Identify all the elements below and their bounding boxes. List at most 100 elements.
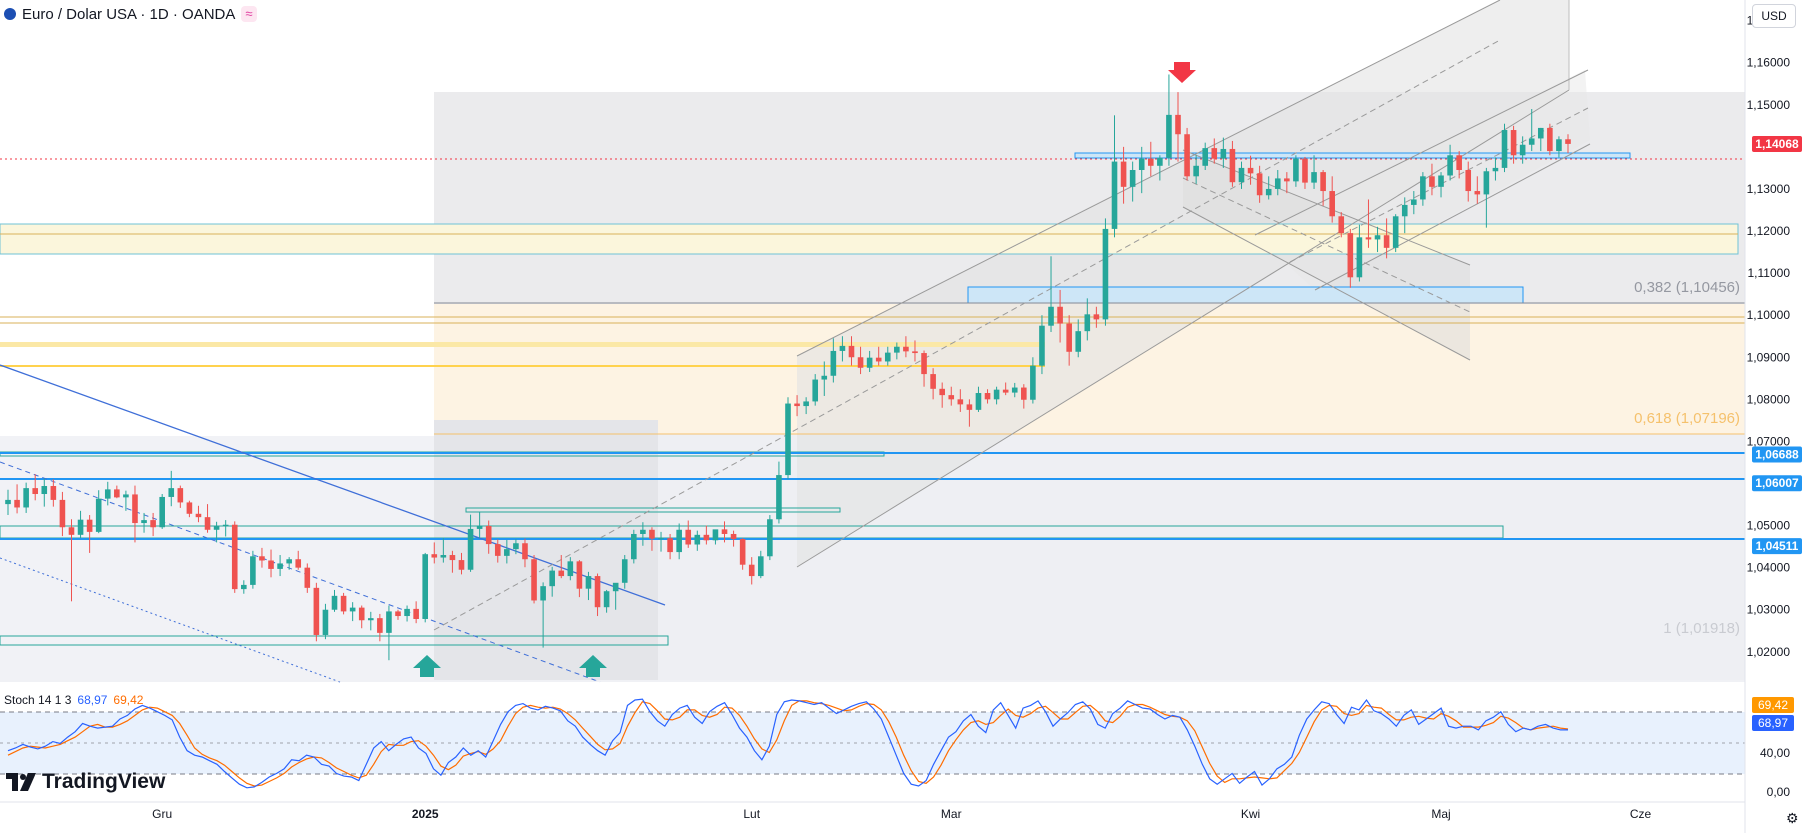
candle: [14, 484, 20, 514]
market-status-icon[interactable]: ≈: [241, 6, 257, 22]
candle: [757, 550, 764, 579]
candle: [395, 609, 401, 620]
candle: [331, 589, 338, 612]
symbol-header[interactable]: Euro / Dolar USA · 1D · OANDA ≈: [4, 4, 257, 24]
candle-body: [222, 524, 229, 526]
candle: [104, 481, 111, 506]
tradingview-logo[interactable]: TradingView: [6, 770, 165, 794]
candle: [241, 580, 247, 594]
candle-body: [1547, 127, 1553, 152]
candle: [1147, 141, 1154, 177]
candle: [576, 560, 583, 598]
upper-channel-top: [1254, 69, 1589, 236]
candle: [259, 547, 265, 568]
candle: [1039, 315, 1045, 375]
candle-body: [1383, 235, 1390, 248]
candle: [649, 527, 655, 551]
candle-body: [1138, 158, 1145, 170]
range-box-left: [434, 420, 658, 680]
price-axis[interactable]: 1,170001,160001,150001,130001,120001,110…: [1744, 0, 1805, 833]
candle-body: [422, 554, 429, 619]
candle-body: [549, 570, 555, 587]
candle-body: [894, 346, 900, 353]
candle-body: [721, 529, 728, 534]
candle-body: [1338, 216, 1345, 234]
candle: [1338, 212, 1345, 238]
candle-body: [304, 567, 311, 588]
candle: [377, 613, 383, 642]
candle: [50, 479, 57, 507]
candle: [222, 520, 229, 537]
candle: [1465, 161, 1472, 202]
candle: [41, 478, 48, 507]
eur-flag-icon: [4, 8, 16, 20]
price-tick-label: 1,09000: [1747, 350, 1791, 364]
stoch-legend[interactable]: Stoch 14 1 3 68,97 69,42: [4, 693, 143, 707]
buy-arrow-marker-1: [413, 655, 441, 677]
candle: [1420, 172, 1426, 206]
candle: [549, 566, 555, 597]
candle-body: [540, 586, 546, 601]
stoch-legend-k: 68,97: [77, 693, 108, 707]
candle-body: [349, 607, 356, 612]
buy-arrow-marker-2: [579, 655, 607, 677]
candle: [494, 539, 501, 563]
candle: [5, 489, 11, 516]
resistance-zone-yellow: [0, 223, 1739, 255]
candle: [522, 538, 528, 568]
candle-body: [585, 576, 592, 589]
candle-body: [649, 529, 655, 539]
stoch-legend-d: 69,42: [113, 693, 144, 707]
stoch-d-value-text: 69,42: [1758, 698, 1788, 712]
time-tick-label: Lut: [743, 807, 760, 821]
candle-body: [485, 525, 492, 545]
candle: [1329, 176, 1335, 223]
candle-body: [1093, 314, 1100, 320]
candle-body: [1519, 144, 1526, 156]
candle: [168, 470, 175, 507]
candle-body: [685, 529, 692, 545]
symbol-title[interactable]: Euro / Dolar USA · 1D · OANDA: [22, 5, 236, 23]
candle-body: [5, 499, 11, 505]
candle-body: [912, 351, 918, 354]
candle: [694, 530, 701, 551]
settings-gear-icon[interactable]: ⚙: [1786, 810, 1799, 826]
candle-body: [177, 488, 184, 503]
stoch-band: [0, 712, 1745, 774]
rising-channel-fill: [797, 0, 1569, 567]
candle-body: [1320, 172, 1326, 192]
sell-arrow-marker: [1168, 62, 1196, 83]
time-axis[interactable]: Gru2025LutMarKwiMajCzeLip: [0, 801, 1805, 821]
candle-body: [1401, 204, 1408, 217]
candle-body: [50, 486, 57, 500]
candle-body: [576, 561, 583, 589]
candle-body: [159, 496, 165, 528]
fib-label-0-382: 0,382 (1,10456): [1634, 279, 1740, 296]
candle: [513, 539, 519, 555]
candle: [676, 523, 682, 560]
candle: [413, 601, 419, 624]
candle: [1438, 172, 1444, 198]
candle: [1383, 218, 1390, 259]
candle: [86, 515, 93, 553]
candle: [821, 361, 828, 396]
candle-body: [594, 576, 601, 608]
candle: [857, 346, 864, 375]
candle-body: [404, 608, 410, 617]
currency-button[interactable]: USD: [1752, 4, 1796, 28]
candle: [150, 512, 156, 537]
candle: [1084, 298, 1091, 341]
price-tag: [1752, 135, 1802, 152]
candle-body: [631, 533, 637, 560]
candle: [921, 350, 927, 387]
candle: [114, 485, 120, 499]
candle-body: [821, 375, 828, 380]
candle: [1510, 125, 1517, 164]
candle-body: [676, 529, 682, 553]
price-tick-label: 1,15000: [1747, 98, 1791, 112]
candle-body: [1184, 134, 1190, 177]
stoch-tick-0: 0,00: [1767, 785, 1791, 799]
candle-body: [277, 563, 283, 569]
candle-body: [377, 618, 383, 633]
